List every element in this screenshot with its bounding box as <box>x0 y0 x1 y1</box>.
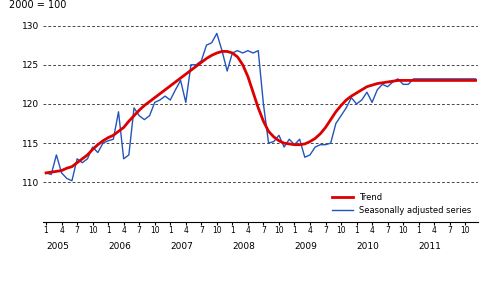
Line: Trend: Trend <box>46 51 476 173</box>
Trend <box>395 79 401 82</box>
Trend <box>69 165 75 168</box>
Seasonally adjusted series <box>266 141 271 145</box>
Seasonally adjusted series <box>400 83 406 86</box>
Seasonally adjusted series <box>74 157 80 160</box>
Seasonally adjusted series <box>380 83 385 86</box>
Text: 2000 = 100: 2000 = 100 <box>9 0 66 10</box>
Line: Seasonally adjusted series: Seasonally adjusted series <box>46 34 476 181</box>
Text: 2007: 2007 <box>170 242 193 251</box>
Text: 2005: 2005 <box>46 242 69 251</box>
Trend <box>219 50 225 53</box>
Trend <box>260 120 266 123</box>
Text: 2009: 2009 <box>295 242 317 251</box>
Seasonally adjusted series <box>48 173 54 176</box>
Text: 2011: 2011 <box>419 242 441 251</box>
Trend <box>473 79 479 82</box>
Seasonally adjusted series <box>214 32 220 35</box>
Trend <box>240 63 246 66</box>
Text: 2006: 2006 <box>108 242 131 251</box>
Seasonally adjusted series <box>473 77 479 81</box>
Trend <box>43 171 49 175</box>
Text: 2010: 2010 <box>356 242 380 251</box>
Text: 2008: 2008 <box>232 242 255 251</box>
Legend: Trend, Seasonally adjusted series: Trend, Seasonally adjusted series <box>329 190 474 217</box>
Trend <box>48 170 54 174</box>
Seasonally adjusted series <box>43 171 49 175</box>
Trend <box>374 82 380 85</box>
Seasonally adjusted series <box>245 49 251 52</box>
Seasonally adjusted series <box>69 179 75 182</box>
